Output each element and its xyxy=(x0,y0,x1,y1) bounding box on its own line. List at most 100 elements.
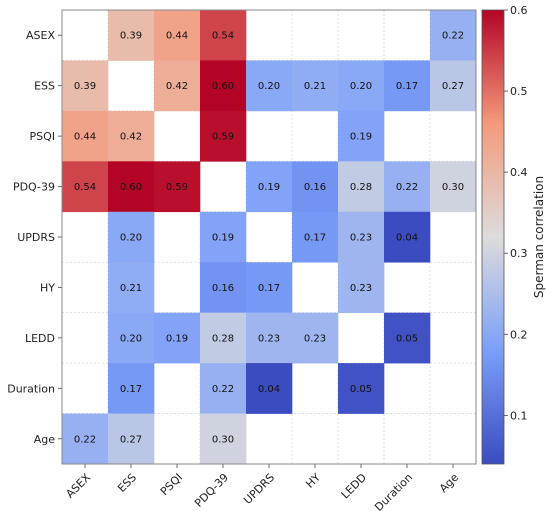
cell-value-label: 0.19 xyxy=(166,333,188,344)
heatmap-cell-duration-updrs xyxy=(246,363,293,414)
cell-value-label: 0.17 xyxy=(396,81,418,92)
cell-value-label: 0.30 xyxy=(442,182,464,193)
heatmap-cell-pdq-39-hy xyxy=(292,161,339,213)
y-tick-label: Duration xyxy=(7,382,55,395)
heatmap-cell-age-asex xyxy=(62,413,109,465)
cell-value-label: 0.19 xyxy=(350,132,372,143)
cell-value-label: 0.30 xyxy=(212,434,234,445)
heatmap-cell-psqi-ess xyxy=(108,110,155,162)
cell-value-label: 0.28 xyxy=(212,333,234,344)
x-axis-ticks: ASEX ESS PSQI PDQ-39 UPDRS HY LEDD Duration Age xyxy=(63,464,461,511)
colorbar-gradient xyxy=(481,9,505,465)
cell-value-label: 0.54 xyxy=(212,31,234,42)
colorbar-title: Sperman correlation xyxy=(532,176,546,298)
heatmap-cell-duration-ess xyxy=(108,363,155,414)
cell-value-label: 0.17 xyxy=(120,384,142,395)
cell-value-label: 0.60 xyxy=(212,81,234,92)
heatmap-cell-ess-duration xyxy=(384,60,431,112)
x-tick-label: Duration xyxy=(372,471,415,511)
x-tick-label: ASEX xyxy=(63,471,93,501)
cell-value-label: 0.21 xyxy=(304,81,326,92)
cell-value-label: 0.23 xyxy=(304,333,326,344)
heatmap-cells xyxy=(62,10,477,465)
x-tick-label: PSQI xyxy=(158,471,185,498)
cell-value-label: 0.17 xyxy=(304,233,326,244)
cell-value-label: 0.05 xyxy=(396,333,418,344)
heatmap-cell-ess-psqi xyxy=(154,60,201,112)
heatmap-cell-ess-asex xyxy=(62,60,109,112)
heatmap-cell-asex-pdq-39 xyxy=(200,10,247,61)
y-tick-label: UPDRS xyxy=(17,231,55,244)
cell-value-label: 0.23 xyxy=(258,333,280,344)
heatmap-cell-duration-pdq-39 xyxy=(200,363,247,414)
y-tick-label: PSQI xyxy=(29,130,55,143)
cell-value-label: 0.39 xyxy=(120,31,142,42)
cell-value-label: 0.22 xyxy=(74,434,96,445)
cell-labels: 0.39 0.44 0.54 0.22 0.39 0.42 0.60 0.20 0.21 0.20… xyxy=(74,31,464,446)
heatmap-cell-hy-updrs xyxy=(246,262,293,313)
cell-value-label: 0.22 xyxy=(396,182,418,193)
x-tick-label: Age xyxy=(437,471,461,495)
cell-value-label: 0.28 xyxy=(350,182,372,193)
heatmap-cell-ess-ledd xyxy=(338,60,385,112)
cell-value-label: 0.23 xyxy=(350,283,372,294)
cell-value-label: 0.16 xyxy=(212,283,234,294)
cell-value-label: 0.20 xyxy=(350,81,372,92)
heatmap-cell-ess-hy xyxy=(292,60,339,112)
heatmap-cell-pdq-39-asex xyxy=(62,161,109,213)
cell-value-label: 0.04 xyxy=(258,384,280,395)
cell-value-label: 0.20 xyxy=(120,333,142,344)
heatmap-cell-asex-ess xyxy=(108,10,155,61)
heatmap-cell-hy-ledd xyxy=(338,262,385,313)
y-tick-label: ESS xyxy=(34,80,55,93)
y-tick-label: HY xyxy=(40,281,55,294)
cell-value-label: 0.22 xyxy=(442,31,464,42)
x-tick-label: ESS xyxy=(115,471,139,495)
heatmap-cell-duration-ledd xyxy=(338,363,385,414)
cell-value-label: 0.44 xyxy=(166,31,188,42)
cell-value-label: 0.20 xyxy=(120,233,142,244)
cell-value-label: 0.59 xyxy=(166,182,188,193)
heatmap-cell-updrs-ess xyxy=(108,211,155,263)
heatmap-cell-updrs-hy xyxy=(292,211,339,263)
cell-value-label: 0.23 xyxy=(350,233,372,244)
heatmap-cell-updrs-duration xyxy=(384,211,431,263)
colorbar-tick-label: 0.5 xyxy=(510,85,528,98)
y-tick-label: ASEX xyxy=(26,29,55,42)
heatmap-cell-pdq-39-ess xyxy=(108,161,155,213)
heatmap-cell-ess-age xyxy=(430,60,477,112)
heatmap-cell-pdq-39-duration xyxy=(384,161,431,213)
x-tick-label: HY xyxy=(303,471,323,491)
plot-frame xyxy=(61,9,477,465)
heatmap-cell-psqi-asex xyxy=(62,110,109,162)
heatmap-cell-asex-age xyxy=(430,10,477,61)
cell-value-label: 0.27 xyxy=(120,434,142,445)
cell-value-label: 0.22 xyxy=(212,384,234,395)
cell-value-label: 0.05 xyxy=(350,384,372,395)
heatmap-cell-ledd-updrs xyxy=(246,312,293,364)
cell-value-label: 0.42 xyxy=(120,132,142,143)
heatmap-cell-hy-pdq-39 xyxy=(200,262,247,313)
cell-value-label: 0.27 xyxy=(442,81,464,92)
heatmap-cell-pdq-39-psqi xyxy=(154,161,201,213)
heatmap-cell-ess-updrs xyxy=(246,60,293,112)
colorbar: 0.1 0.2 0.3 0.4 0.5 0.6 Sperman correlation xyxy=(481,4,546,465)
cell-value-label: 0.42 xyxy=(166,81,188,92)
y-tick-label: PDQ-39 xyxy=(13,181,55,194)
cell-value-label: 0.16 xyxy=(304,182,326,193)
heatmap-cell-asex-psqi xyxy=(154,10,201,61)
heatmap-cell-age-pdq-39 xyxy=(200,413,247,465)
colorbar-tick-label: 0.3 xyxy=(510,247,528,260)
colorbar-tick-label: 0.2 xyxy=(510,328,528,341)
heatmap-cell-pdq-39-updrs xyxy=(246,161,293,213)
cell-value-label: 0.19 xyxy=(212,233,234,244)
x-tick-label: UPDRS xyxy=(241,471,277,507)
x-tick-label: PDQ-39 xyxy=(192,471,231,510)
cell-value-label: 0.59 xyxy=(212,132,234,143)
heatmap-cell-ledd-hy xyxy=(292,312,339,364)
cell-value-label: 0.44 xyxy=(74,132,96,143)
colorbar-tick-label: 0.6 xyxy=(510,4,528,17)
y-tick-label: Age xyxy=(34,433,56,446)
heatmap-cell-ledd-duration xyxy=(384,312,431,364)
